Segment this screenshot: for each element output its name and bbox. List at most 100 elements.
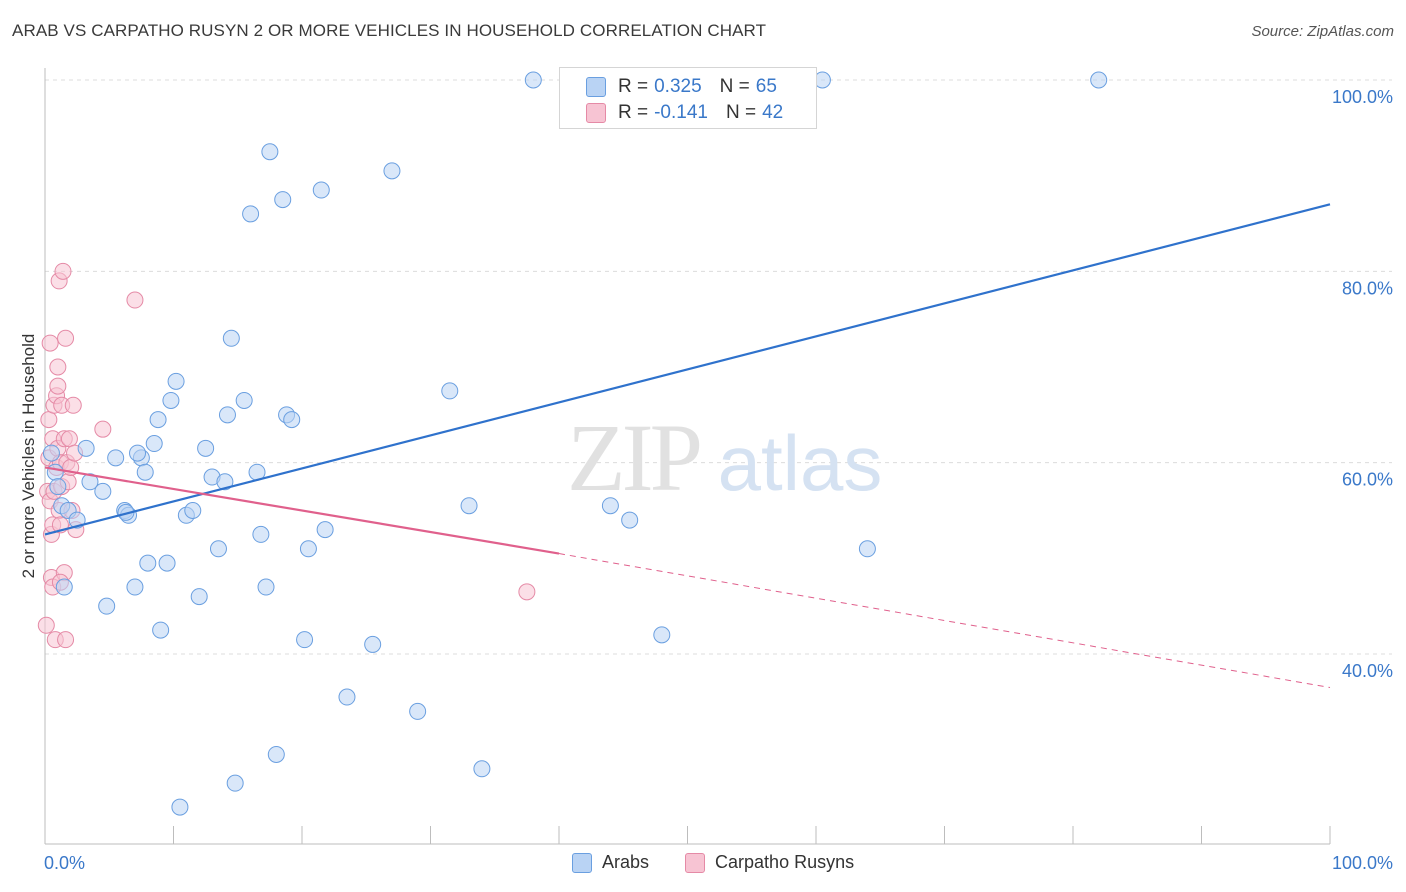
arabs-point [296,631,314,649]
arabs-point [107,449,125,467]
arabs-point [316,521,334,539]
legend-n-value-arabs: 65 [755,76,777,97]
arabs-point [139,554,157,572]
arabs-point [42,444,60,462]
arabs-point [129,444,147,462]
arabs-point [312,181,330,199]
watermark-atlas: atlas [718,419,883,507]
arabs-point [261,143,279,161]
watermark: ZIP atlas [567,404,882,511]
arabs-point [242,205,260,223]
arabs-point [222,329,240,347]
arabs-point [383,162,401,180]
legend-r-label: R = [618,102,649,123]
arabs-point [49,478,67,496]
arabs-point [126,578,144,596]
arabs-point [252,525,270,543]
carpatho-rusyns-point [57,631,75,649]
arabs-point [218,406,236,424]
carpatho-rusyns-point [49,358,67,376]
y-tick-label: 40.0% [1342,661,1393,681]
legend-label-carpatho-rusyns: Carpatho Rusyns [715,852,855,872]
legend-label-arabs: Arabs [602,852,650,872]
arabs-point [190,588,208,606]
arabs-point [226,774,244,792]
arabs-trend-line [44,203,1331,536]
carpatho-rusyns-point [518,583,536,601]
arabs-point [145,435,163,453]
arabs-point [171,798,189,816]
arabs-point [1090,71,1108,89]
arabs-point [283,411,301,429]
legend-item-arabs[interactable]: Arabs [572,852,649,873]
legend-n-label: N = [719,76,750,97]
y-tick-label: 80.0% [1342,278,1393,298]
legend-item-carpatho-rusyns[interactable]: Carpatho Rusyns [685,852,854,873]
arabs-point [46,463,64,481]
series-legend: Arabs Carpatho Rusyns [572,852,890,873]
arabs-point [197,439,215,457]
carpatho-rusyns-point [49,377,67,395]
legend-row-carpatho-rusyns: R = -0.141 N = 42 [560,101,783,125]
carpatho-rusyns-point [64,396,82,414]
arabs-point [167,372,185,390]
arabs-point [209,540,227,558]
carpatho-rusyns-point [37,616,55,634]
legend-row-arabs: R = 0.325 N = 65 [560,75,777,99]
legend-r-label: R = [618,76,649,97]
arabs-point [299,540,317,558]
legend-r-value-arabs: 0.325 [654,76,702,97]
carpatho-rusyns-point [54,262,72,280]
watermark-zip: ZIP [567,404,700,511]
arabs-point [235,391,253,409]
arabs-point [55,578,73,596]
x-tick-label-min: 0.0% [44,853,85,873]
legend-swatch-arabs [572,852,592,873]
correlation-legend: R = 0.325 N = 65 R = -0.141 N = 42 [559,67,817,129]
carpatho-rusyns-trend-extrapolation [558,553,1331,688]
x-tick-label-max: 100.0% [1332,853,1393,873]
arabs-point [257,578,275,596]
arabs-point [653,626,671,644]
legend-swatch-arabs [586,77,606,97]
y-tick-label: 100.0% [1332,87,1393,107]
carpatho-rusyns-trend-line [44,466,560,555]
arabs-point [364,635,382,653]
carpatho-rusyns-point [41,334,59,352]
arabs-point [136,463,154,481]
legend-swatch-carpatho-rusyns [586,103,606,123]
tick-labels: 40.0% 60.0% 80.0% 100.0% 0.0% 100.0% [44,87,1393,873]
carpatho-rusyns-point [40,411,58,429]
source-label: Source: ZipAtlas.com [1251,23,1394,40]
arabs-point [409,702,427,720]
trend-lines [44,203,1331,688]
arabs-point [338,688,356,706]
arabs-point [621,511,639,529]
arabs-point [98,597,116,615]
legend-n-label: N = [725,102,757,123]
arabs-point [162,391,180,409]
arabs-point [152,621,170,639]
arabs-point [81,473,99,491]
arabs-point [274,191,292,209]
arabs-point [473,760,491,778]
arabs-point [441,382,459,400]
arabs-point [184,502,202,519]
arabs-point [158,554,176,572]
y-tick-label: 60.0% [1342,470,1393,490]
legend-swatch-carpatho-rusyns [685,852,706,873]
arabs-point [858,540,876,558]
arabs-point [267,745,285,763]
arabs-point [524,71,542,89]
carpatho-rusyns-point [126,291,144,309]
carpatho-rusyns-point [60,430,78,448]
y-axis-label: 2 or more Vehicles in Household [19,333,38,579]
arabs-point [77,439,95,457]
carpatho-rusyns-point [57,329,75,347]
legend-r-value-carpatho-rusyns: -0.141 [654,102,708,123]
arabs-point [149,411,167,429]
grid-layer [45,79,1392,655]
arabs-point [94,482,112,500]
arabs-points [42,71,1108,816]
